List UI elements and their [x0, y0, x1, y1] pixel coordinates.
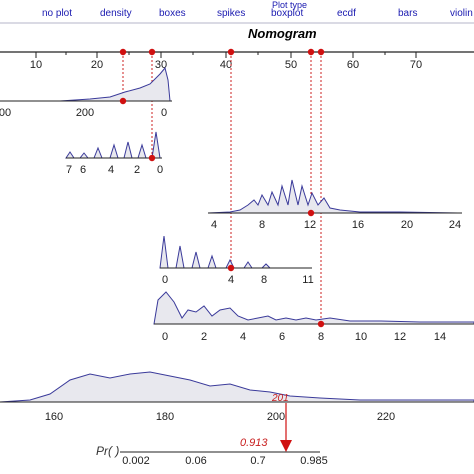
row2-tick: 7: [66, 164, 72, 176]
row5-tick: 4: [240, 331, 246, 343]
points-tick: 60: [347, 59, 359, 71]
row5-tick: 6: [279, 331, 285, 343]
total-tick: 200: [267, 411, 285, 423]
row4-tick: 11: [302, 274, 313, 286]
row3-tick: 12: [304, 219, 316, 231]
menu-ecdf[interactable]: ecdf: [337, 8, 356, 19]
marker-dot[interactable]: [317, 320, 325, 328]
row2-tick: 6: [80, 164, 86, 176]
row3-tick: 20: [401, 219, 413, 231]
row5-tick: 8: [318, 331, 324, 343]
marker-dot[interactable]: [148, 48, 156, 56]
row4-tick: 8: [261, 274, 267, 286]
row5-tick: 2: [201, 331, 207, 343]
prob-tick: 0.06: [185, 455, 206, 467]
row1-tick: 0: [161, 107, 167, 119]
points-tick: 50: [285, 59, 297, 71]
row3-distribution: 4 8 12 16 20 24: [207, 179, 462, 231]
points-tick: 20: [91, 59, 103, 71]
total-tick: 160: [45, 411, 63, 423]
total-tick: 220: [377, 411, 395, 423]
points-tick: 10: [30, 59, 42, 71]
menu-bars[interactable]: bars: [398, 8, 418, 19]
total-selected-value: 201: [272, 393, 289, 404]
selection-markers: [119, 48, 325, 328]
row5-tick: 10: [355, 331, 367, 343]
marker-dot[interactable]: [119, 48, 127, 56]
marker-dot[interactable]: [227, 264, 235, 272]
prob-tick: 0.7: [250, 455, 265, 467]
menu-header: Plot type: [272, 0, 308, 10]
probability-axis: 0.002 0.06 0.7 0.985: [120, 451, 328, 467]
row3-tick: 16: [352, 219, 364, 231]
nomogram-title: Nomogram: [248, 26, 317, 41]
points-axis: 10 20 30 40 50 60 70: [0, 51, 474, 71]
row3-tick: 8: [259, 219, 265, 231]
row4-tick: 4: [228, 274, 234, 286]
prediction-value: 0.913: [240, 437, 268, 449]
row1-tick: 00: [0, 107, 11, 119]
marker-dot[interactable]: [307, 209, 315, 217]
row5-tick: 14: [434, 331, 446, 343]
marker-dot[interactable]: [227, 48, 235, 56]
menu-boxes[interactable]: boxes: [159, 8, 186, 19]
row2-distribution: 7 6 4 2 0: [65, 131, 163, 176]
prob-tick: 0.002: [122, 455, 150, 467]
total-tick: 180: [156, 411, 174, 423]
prediction-arrow: [280, 403, 292, 452]
row5-tick: 0: [162, 331, 168, 343]
menu-spikes[interactable]: spikes: [217, 8, 246, 19]
row4-tick: 0: [162, 274, 168, 286]
marker-dot[interactable]: [119, 97, 127, 105]
row5-tick: 12: [394, 331, 406, 343]
row2-tick: 4: [108, 164, 114, 176]
menu-no-plot[interactable]: no plot: [42, 8, 73, 19]
total-points-distribution: 160 180 200 220: [0, 371, 474, 423]
menu-violin[interactable]: violin: [450, 8, 473, 19]
probability-label: Pr( ): [96, 444, 120, 458]
prob-tick: 0.985: [300, 455, 328, 467]
marker-dot[interactable]: [148, 154, 156, 162]
row3-tick: 4: [211, 219, 217, 231]
points-tick: 70: [410, 59, 422, 71]
points-tick: 30: [155, 59, 167, 71]
marker-dot[interactable]: [307, 48, 315, 56]
menu-density[interactable]: density: [100, 8, 132, 19]
row5-distribution: 0 2 4 6 8 10 12 14: [153, 291, 474, 343]
points-tick: 40: [220, 59, 232, 71]
row3-tick: 24: [449, 219, 461, 231]
row2-tick: 0: [157, 164, 163, 176]
row2-tick: 2: [134, 164, 140, 176]
row4-distribution: 0 4 8 11: [159, 235, 314, 286]
row1-tick: 200: [76, 107, 94, 119]
marker-dot[interactable]: [317, 48, 325, 56]
menu-boxplot[interactable]: boxplot: [271, 8, 304, 19]
row1-distribution: 00 200 0: [0, 66, 172, 119]
